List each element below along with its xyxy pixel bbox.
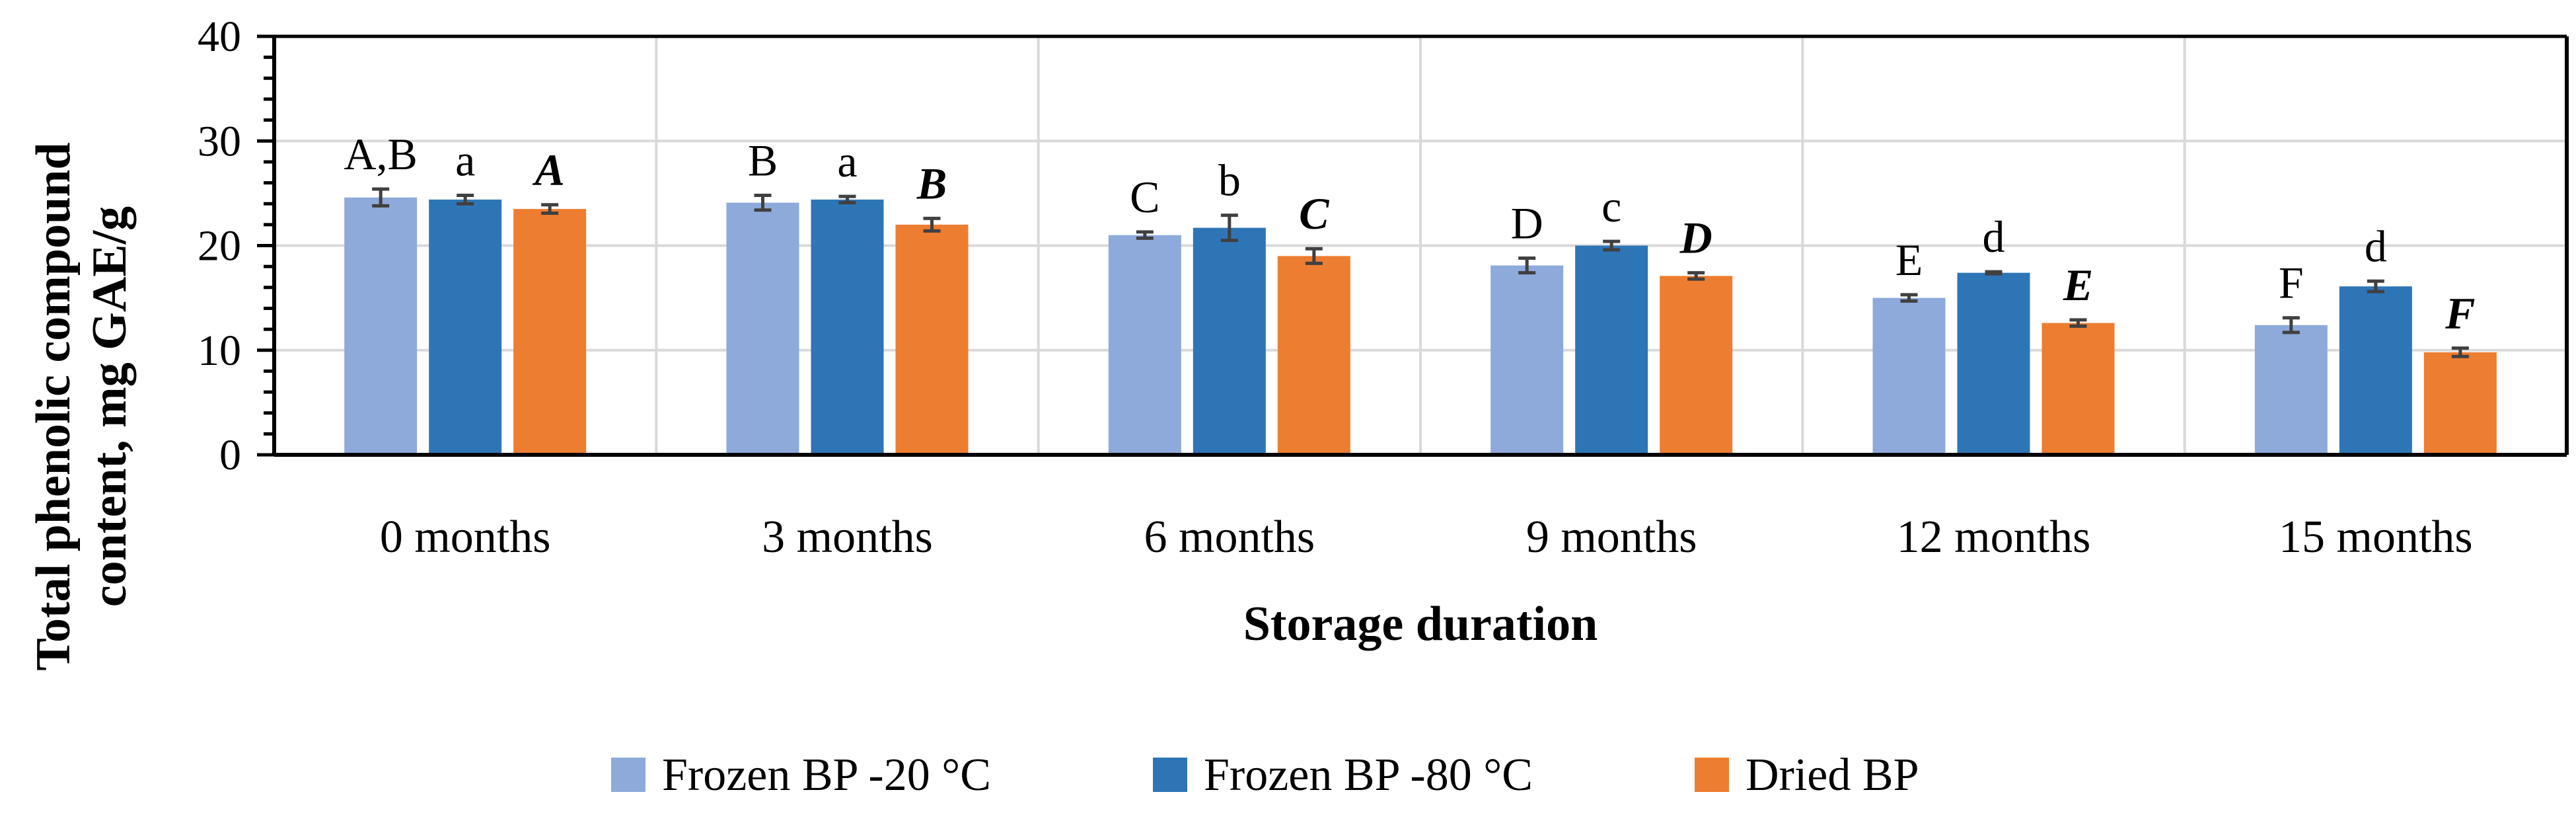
legend: Frozen BP -20 °C Frozen BP -80 °C Dried BP xyxy=(611,750,1919,801)
x-category-label: 9 months xyxy=(1526,512,1697,563)
legend-label: Frozen BP -80 °C xyxy=(1204,750,1533,801)
axes xyxy=(257,34,2569,457)
significance-label: C xyxy=(1299,188,1329,239)
x-category-label: 0 months xyxy=(380,512,551,563)
significance-label: A,B xyxy=(344,129,417,179)
bar xyxy=(1108,235,1181,455)
legend-label: Dried BP xyxy=(1746,750,1919,801)
significance-label: D xyxy=(1679,213,1712,263)
bar xyxy=(2423,352,2497,455)
bar xyxy=(1490,265,1564,455)
significance-label: E xyxy=(2063,260,2093,310)
x-category-label: 6 months xyxy=(1144,512,1315,563)
bar xyxy=(811,199,884,455)
y-tick-label: 20 xyxy=(198,222,241,270)
significance-label: b xyxy=(1218,155,1241,206)
significance-label: D xyxy=(1511,198,1543,248)
y-tick-label: 10 xyxy=(198,327,241,375)
bar xyxy=(726,202,799,455)
significance-label: a xyxy=(455,136,475,186)
bar xyxy=(429,199,502,455)
bar xyxy=(1277,256,1350,455)
significance-label: C xyxy=(1130,172,1159,222)
significance-label: B xyxy=(916,158,947,208)
significance-label: d xyxy=(1983,212,2005,262)
y-tick-label: 30 xyxy=(198,117,241,165)
legend-swatch xyxy=(1153,758,1187,792)
bars xyxy=(344,197,2497,455)
significance-label: a xyxy=(837,136,857,186)
y-axis-title-line-2: content, mg GAE/g xyxy=(83,206,137,607)
x-axis-title: Storage duration xyxy=(1243,597,1598,651)
significance-label: F xyxy=(2445,288,2475,338)
significance-label: F xyxy=(2279,258,2304,308)
x-category-label: 3 months xyxy=(762,512,933,563)
x-category-labels: 0 months 3 months 6 months 9 months 12 month… xyxy=(380,512,2473,563)
bar xyxy=(1660,276,1733,455)
bar xyxy=(2042,323,2115,455)
significance-label: B xyxy=(748,136,778,186)
bar xyxy=(2339,286,2412,455)
y-tick-label: 40 xyxy=(198,13,241,61)
y-tick-labels: 0 10 20 30 40 xyxy=(198,13,241,479)
bar xyxy=(895,224,969,455)
error-bars xyxy=(372,187,2469,358)
bar xyxy=(2254,325,2328,455)
significance-label: A xyxy=(532,145,564,195)
significance-label: E xyxy=(1895,235,1923,285)
legend-swatch xyxy=(1695,758,1729,792)
x-category-label: 12 months xyxy=(1897,512,2091,563)
bar xyxy=(1575,245,1648,455)
bar xyxy=(1193,227,1266,455)
x-category-label: 15 months xyxy=(2279,512,2473,563)
bar xyxy=(513,209,587,455)
significance-label: c xyxy=(1601,181,1621,231)
legend-swatch xyxy=(611,758,645,792)
bar xyxy=(1957,272,2030,455)
y-axis-title-line-1: Total phenolic compound xyxy=(26,142,81,670)
bar xyxy=(1872,297,1946,455)
significance-label: d xyxy=(2365,221,2387,271)
y-tick-label: 0 xyxy=(219,431,241,479)
bar xyxy=(344,197,418,455)
legend-label: Frozen BP -20 °C xyxy=(662,750,991,801)
